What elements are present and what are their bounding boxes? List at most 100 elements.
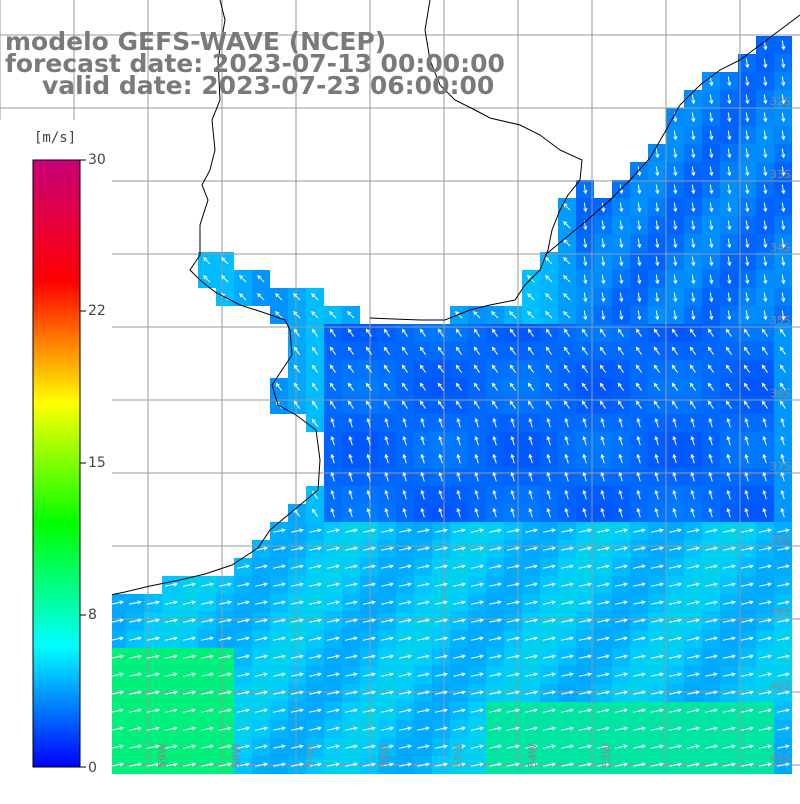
wind-arrow: [219, 690, 232, 695]
wind-arrow: [597, 654, 610, 659]
wind-arrow: [453, 762, 466, 767]
wind-arrow: [528, 489, 533, 500]
wind-arrow: [474, 489, 479, 500]
wind-arrow: [653, 346, 661, 355]
wind-arrow: [561, 600, 574, 605]
wind-arrow: [689, 346, 697, 355]
wind-arrow: [417, 672, 430, 677]
wind-arrow: [273, 708, 286, 713]
wind-arrow: [543, 582, 556, 587]
wind-arrow: [237, 762, 250, 767]
wind-arrow: [745, 238, 750, 249]
wind-arrow: [781, 76, 786, 87]
wind-arrow: [330, 489, 335, 500]
wind-arrow: [725, 382, 733, 391]
wind-arrow: [651, 546, 664, 551]
wind-arrow: [309, 672, 322, 677]
wind-arrow: [327, 564, 340, 569]
wind-arrow: [363, 618, 376, 623]
wind-arrow: [691, 274, 696, 285]
wind-arrow: [615, 582, 628, 587]
wind-arrow: [777, 618, 790, 623]
wind-arrow: [579, 618, 592, 623]
wind-arrow: [583, 256, 588, 267]
wind-arrow: [129, 672, 142, 677]
wind-arrow: [597, 564, 610, 569]
wind-arrow: [329, 328, 337, 337]
wind-arrow: [655, 274, 660, 285]
wind-arrow: [633, 600, 646, 605]
wind-arrow: [671, 328, 679, 337]
wind-arrow: [759, 546, 772, 551]
wind-arrow: [651, 636, 664, 641]
wind-arrow: [510, 489, 515, 500]
wind-arrow: [653, 382, 661, 391]
wind-arrow: [781, 130, 786, 141]
wind-arrow: [708, 417, 713, 428]
wind-arrow: [705, 762, 718, 767]
wind-arrow: [597, 600, 610, 605]
wind-arrow: [546, 507, 551, 518]
wind-arrow: [438, 453, 443, 464]
wind-arrow: [615, 618, 628, 623]
wind-arrow: [763, 256, 768, 267]
wind-arrow: [691, 184, 696, 195]
wind-arrow: [762, 471, 767, 482]
wind-arrow: [687, 600, 700, 605]
wind-arrow: [491, 364, 499, 373]
wind-arrow: [619, 292, 624, 303]
wind-arrow: [455, 346, 463, 355]
wind-arrow: [583, 310, 588, 321]
wind-arrow: [311, 382, 319, 391]
wind-arrow: [564, 417, 569, 428]
wind-arrow: [761, 328, 769, 337]
wind-arrow: [525, 528, 538, 533]
wind-arrow: [671, 346, 679, 355]
wind-arrow: [651, 618, 664, 623]
wind-arrow: [527, 364, 535, 373]
wind-arrow: [743, 400, 751, 409]
wind-arrow: [237, 690, 250, 695]
wind-arrow: [669, 654, 682, 659]
wind-arrow: [309, 528, 322, 533]
wind-arrow: [345, 654, 358, 659]
wind-arrow: [615, 564, 628, 569]
wind-arrow: [255, 582, 268, 587]
wind-arrow: [705, 690, 718, 695]
wind-arrow: [435, 726, 448, 731]
wind-arrow: [691, 220, 696, 231]
wind-arrow: [381, 546, 394, 551]
wind-arrow: [672, 417, 677, 428]
wind-arrow: [291, 708, 304, 713]
wind-arrow: [687, 582, 700, 587]
wind-arrow: [507, 600, 520, 605]
wind-arrow: [708, 453, 713, 464]
wind-arrow: [492, 453, 497, 464]
wind-arrow: [309, 546, 322, 551]
wind-arrow: [111, 672, 124, 677]
wind-arrow: [583, 184, 588, 195]
wind-arrow: [291, 726, 304, 731]
wind-arrow: [709, 238, 714, 249]
wind-arrow: [183, 600, 196, 605]
wind-arrow: [561, 582, 574, 587]
wind-arrow: [384, 435, 389, 446]
wind-arrow: [745, 310, 750, 321]
colorbar-unit: [m/s]: [34, 130, 77, 146]
wind-arrow: [329, 346, 337, 355]
wind-arrow: [723, 600, 736, 605]
wind-arrow: [781, 40, 786, 51]
wind-arrow: [777, 564, 790, 569]
wind-arrow: [509, 400, 517, 409]
wind-arrow: [381, 582, 394, 587]
wind-arrow: [617, 328, 625, 337]
wind-arrow: [327, 618, 340, 623]
wind-arrow: [705, 600, 718, 605]
wind-arrow: [709, 256, 714, 267]
wind-arrow: [615, 636, 628, 641]
wind-arrow: [759, 690, 772, 695]
wind-arrow: [365, 328, 373, 337]
wind-arrow: [147, 762, 160, 767]
wind-arrow: [291, 744, 304, 749]
